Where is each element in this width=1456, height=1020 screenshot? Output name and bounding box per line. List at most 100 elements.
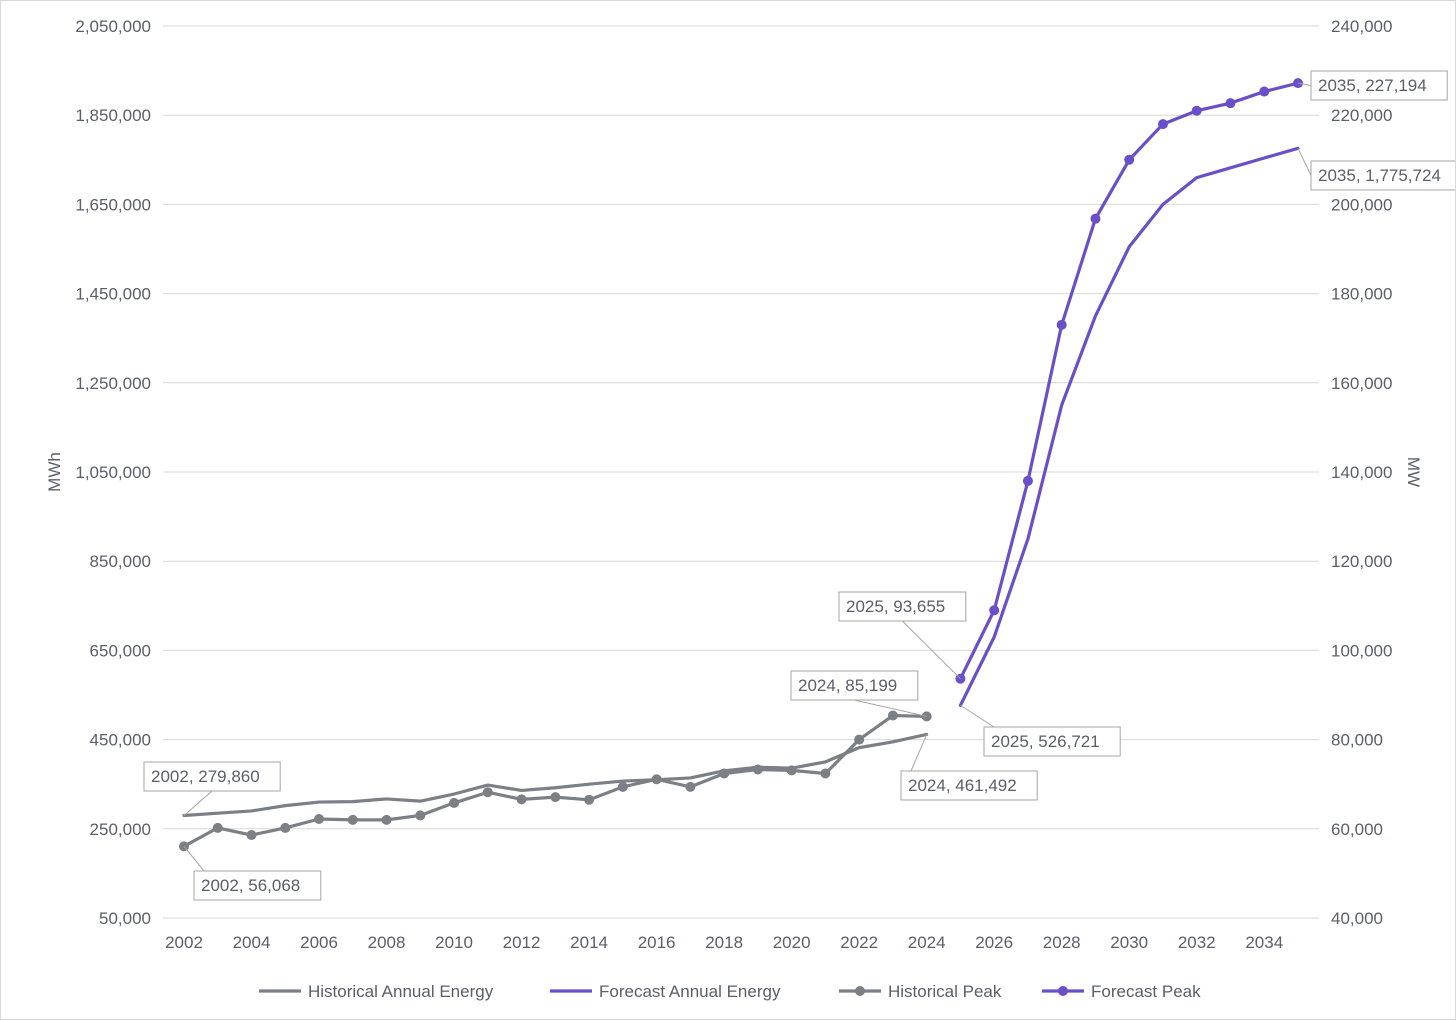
y2-tick-label: 80,000 bbox=[1331, 731, 1383, 750]
x-tick-label: 2022 bbox=[840, 933, 878, 952]
historical-peak-marker bbox=[280, 822, 291, 833]
legend-item-historical-peak: Historical Peak bbox=[839, 982, 1002, 1001]
y2-tick-label: 220,000 bbox=[1331, 106, 1392, 125]
x-tick-label: 2026 bbox=[975, 933, 1013, 952]
series-forecast-peak bbox=[955, 78, 1303, 684]
callout-leader bbox=[960, 704, 995, 728]
y-tick-label: 1,650,000 bbox=[75, 195, 151, 214]
callout-label: 2035, 1,775,724 bbox=[1318, 166, 1441, 185]
callout-label: 2002, 279,860 bbox=[151, 767, 260, 786]
y2-tick-label: 40,000 bbox=[1331, 909, 1383, 928]
x-tick-label: 2006 bbox=[300, 933, 338, 952]
x-tick-label: 2002 bbox=[165, 933, 203, 952]
y-tick-label: 2,050,000 bbox=[75, 17, 151, 36]
data-callout: 2024, 85,199 bbox=[790, 670, 927, 717]
callout-box bbox=[983, 726, 1121, 757]
callout-label: 2024, 85,199 bbox=[798, 676, 897, 695]
callout-label: 2002, 56,068 bbox=[201, 876, 300, 895]
forecast-peak-marker bbox=[1259, 86, 1270, 97]
historical-peak-marker bbox=[212, 822, 223, 833]
x-tick-label: 2004 bbox=[233, 933, 271, 952]
data-callout: 2035, 1,775,724 bbox=[1297, 148, 1455, 191]
y2-tick-label: 120,000 bbox=[1331, 552, 1392, 571]
forecast-annual-energy-line bbox=[958, 146, 1300, 707]
forecast-peak-marker bbox=[1056, 319, 1067, 330]
forecast-peak-marker bbox=[1090, 213, 1101, 224]
y-tick-label: 850,000 bbox=[90, 552, 151, 571]
forecast-peak-marker bbox=[1225, 98, 1236, 109]
historical-peak-marker bbox=[246, 830, 257, 841]
callout-leader bbox=[910, 734, 928, 772]
callouts: 2002, 279,860 2002, 56,068 2024, 85,199 202… bbox=[143, 70, 1455, 901]
historical-peak-marker bbox=[584, 794, 595, 805]
historical-peak-marker bbox=[550, 792, 561, 803]
forecast-peak-marker bbox=[1124, 154, 1135, 165]
y-tick-label: 1,050,000 bbox=[75, 463, 151, 482]
y2-tick-label: 180,000 bbox=[1331, 285, 1392, 304]
historical-peak-line bbox=[182, 713, 929, 848]
forecast-peak-marker bbox=[1157, 119, 1168, 130]
callout-label: 2025, 526,721 bbox=[991, 732, 1100, 751]
x-tick-label: 2016 bbox=[638, 933, 676, 952]
x-tick-label: 2034 bbox=[1245, 933, 1283, 952]
legend-label: Historical Peak bbox=[888, 982, 1002, 1001]
y-tick-label: 450,000 bbox=[90, 731, 151, 750]
callout-label: 2024, 461,492 bbox=[908, 776, 1017, 795]
data-callout: 2002, 56,068 bbox=[183, 846, 322, 901]
data-callout: 2002, 279,860 bbox=[143, 761, 281, 816]
y-tick-label: 1,850,000 bbox=[75, 106, 151, 125]
historical-peak-marker bbox=[617, 781, 628, 792]
forecast-peak-marker bbox=[1022, 475, 1033, 486]
legend-label: Forecast Annual Energy bbox=[599, 982, 781, 1001]
callout-label: 2025, 93,655 bbox=[846, 597, 945, 616]
historical-peak-marker bbox=[347, 814, 358, 825]
historical-peak-marker bbox=[516, 794, 527, 805]
callout-leader bbox=[183, 790, 213, 816]
historical-annual-energy-line bbox=[182, 732, 929, 818]
callout-leader bbox=[1297, 82, 1312, 86]
x-tick-label: 2028 bbox=[1043, 933, 1081, 952]
historical-peak-marker bbox=[786, 765, 797, 776]
callout-box bbox=[900, 770, 1038, 801]
forecast-peak-marker bbox=[1191, 105, 1202, 116]
right-axis: 40,000 60,000 80,000 100,000 120,000 140,000 1… bbox=[1331, 17, 1392, 928]
y2-tick-label: 240,000 bbox=[1331, 17, 1392, 36]
legend-marker bbox=[1058, 986, 1068, 996]
historical-peak-marker bbox=[820, 768, 831, 779]
x-tick-label: 2020 bbox=[773, 933, 811, 952]
x-tick-label: 2032 bbox=[1178, 933, 1216, 952]
gridlines bbox=[163, 25, 1319, 919]
callout-label: 2035, 227,194 bbox=[1318, 76, 1427, 95]
data-callout: 2025, 93,655 bbox=[838, 591, 967, 680]
y2-tick-label: 200,000 bbox=[1331, 195, 1392, 214]
x-tick-label: 2010 bbox=[435, 933, 473, 952]
legend-item-forecast-peak: Forecast Peak bbox=[1042, 982, 1201, 1001]
left-axis: 50,000 250,000 450,000 650,000 850,000 1,050,… bbox=[75, 17, 151, 928]
historical-peak-marker bbox=[719, 768, 730, 779]
historical-peak-marker bbox=[752, 764, 763, 775]
y2-tick-label: 60,000 bbox=[1331, 820, 1383, 839]
historical-peak-marker bbox=[449, 797, 460, 808]
callout-leader bbox=[854, 699, 927, 717]
callout-box bbox=[790, 670, 919, 701]
x-axis: 2002 2004 2006 2008 2010 2012 2014 2016 2018 2020… bbox=[165, 933, 1283, 952]
legend-label: Historical Annual Energy bbox=[308, 982, 494, 1001]
legend-item-forecast-annual-energy: Forecast Annual Energy bbox=[550, 982, 781, 1001]
historical-peak-marker bbox=[482, 787, 493, 798]
historical-peak-marker bbox=[415, 810, 426, 821]
historical-peak-marker bbox=[854, 734, 865, 745]
y2-axis-title: MW bbox=[1404, 457, 1423, 487]
x-tick-label: 2008 bbox=[368, 933, 406, 952]
y-tick-label: 250,000 bbox=[90, 820, 151, 839]
y2-tick-label: 100,000 bbox=[1331, 641, 1392, 660]
x-tick-label: 2030 bbox=[1110, 933, 1148, 952]
y2-tick-label: 160,000 bbox=[1331, 374, 1392, 393]
x-tick-label: 2014 bbox=[570, 933, 608, 952]
callout-box bbox=[1310, 160, 1455, 191]
forecast-peak-marker bbox=[989, 605, 1000, 616]
callout-box bbox=[193, 870, 322, 901]
legend-item-historical-annual-energy: Historical Annual Energy bbox=[259, 982, 494, 1001]
data-callout: 2035, 227,194 bbox=[1297, 70, 1448, 101]
legend-label: Forecast Peak bbox=[1091, 982, 1201, 1001]
